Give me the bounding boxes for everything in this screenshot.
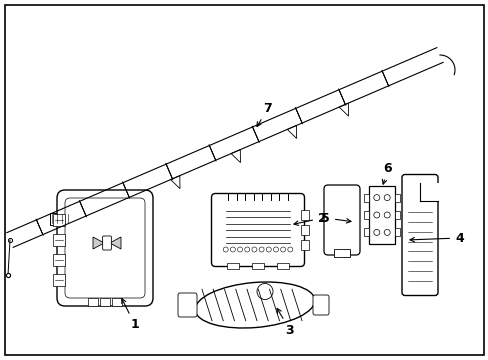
Bar <box>363 194 368 202</box>
FancyBboxPatch shape <box>65 198 145 298</box>
Bar <box>333 249 349 257</box>
Circle shape <box>373 195 379 201</box>
Text: 2: 2 <box>293 212 326 225</box>
Bar <box>394 211 399 219</box>
Text: 7: 7 <box>257 102 272 127</box>
Bar <box>394 194 399 202</box>
Circle shape <box>259 247 264 252</box>
Bar <box>300 225 308 235</box>
FancyBboxPatch shape <box>57 190 153 306</box>
Text: 1: 1 <box>122 298 139 332</box>
Circle shape <box>251 247 256 252</box>
Circle shape <box>373 212 379 218</box>
Circle shape <box>384 212 389 218</box>
Circle shape <box>280 247 285 252</box>
Bar <box>251 262 264 269</box>
Polygon shape <box>287 125 296 139</box>
Bar <box>53 254 65 266</box>
FancyBboxPatch shape <box>312 295 328 315</box>
Bar <box>53 234 65 246</box>
Ellipse shape <box>195 282 314 328</box>
Circle shape <box>230 247 235 252</box>
Circle shape <box>223 247 228 252</box>
Circle shape <box>373 229 379 235</box>
FancyBboxPatch shape <box>102 236 111 250</box>
Circle shape <box>273 247 278 252</box>
Circle shape <box>257 284 272 300</box>
FancyBboxPatch shape <box>401 175 437 296</box>
Polygon shape <box>231 150 240 163</box>
Bar <box>276 262 288 269</box>
Bar <box>226 262 239 269</box>
Text: 4: 4 <box>409 231 463 244</box>
Bar <box>300 210 308 220</box>
Polygon shape <box>110 237 121 249</box>
Bar <box>53 214 65 226</box>
Polygon shape <box>93 237 104 249</box>
Bar <box>363 228 368 237</box>
Circle shape <box>384 195 389 201</box>
Polygon shape <box>114 200 123 213</box>
Bar <box>419 183 439 201</box>
Circle shape <box>244 247 249 252</box>
Text: 3: 3 <box>277 309 294 337</box>
Circle shape <box>384 229 389 235</box>
FancyBboxPatch shape <box>324 185 359 255</box>
Circle shape <box>266 247 271 252</box>
Circle shape <box>287 247 292 252</box>
Polygon shape <box>170 176 180 189</box>
Bar <box>394 228 399 237</box>
Bar <box>88 298 98 306</box>
Text: 6: 6 <box>382 162 391 184</box>
Bar <box>368 186 394 244</box>
Polygon shape <box>339 103 348 116</box>
Bar <box>100 298 110 306</box>
FancyBboxPatch shape <box>50 213 70 225</box>
Bar <box>112 298 122 306</box>
Circle shape <box>237 247 242 252</box>
FancyBboxPatch shape <box>211 194 304 266</box>
Bar <box>363 211 368 219</box>
Text: 5: 5 <box>321 212 350 225</box>
Bar <box>53 274 65 286</box>
FancyBboxPatch shape <box>178 293 197 317</box>
Bar <box>300 240 308 250</box>
